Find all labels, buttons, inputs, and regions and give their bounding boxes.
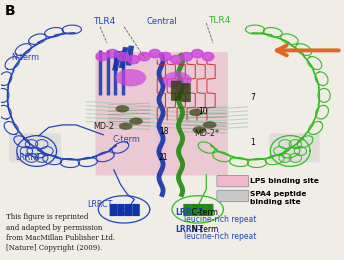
Ellipse shape (116, 105, 129, 113)
Text: 1: 1 (250, 138, 255, 147)
FancyBboxPatch shape (191, 204, 198, 216)
FancyBboxPatch shape (9, 133, 61, 162)
Text: MD-2*: MD-2* (194, 129, 219, 138)
Text: TLR4: TLR4 (208, 16, 230, 25)
FancyBboxPatch shape (117, 204, 125, 216)
FancyBboxPatch shape (181, 83, 191, 102)
Text: Central: Central (146, 17, 177, 26)
Text: LRRCT: LRRCT (87, 200, 112, 209)
Circle shape (181, 52, 193, 61)
FancyBboxPatch shape (132, 204, 140, 216)
Ellipse shape (193, 126, 206, 134)
Text: LRRCT: LRRCT (175, 208, 203, 217)
FancyBboxPatch shape (198, 204, 206, 216)
Text: LPS binding site: LPS binding site (250, 178, 319, 184)
FancyBboxPatch shape (125, 204, 132, 216)
FancyBboxPatch shape (171, 81, 182, 101)
FancyBboxPatch shape (206, 204, 214, 216)
Circle shape (170, 55, 182, 64)
Text: C-term: C-term (112, 135, 140, 144)
FancyBboxPatch shape (157, 52, 228, 175)
Bar (119, 47, 128, 68)
Circle shape (117, 52, 129, 61)
Circle shape (149, 49, 161, 58)
Text: LRRNT: LRRNT (15, 153, 41, 162)
Ellipse shape (203, 121, 216, 129)
FancyBboxPatch shape (96, 52, 228, 175)
Ellipse shape (163, 72, 192, 89)
Text: SPA4 peptide
binding site: SPA4 peptide binding site (250, 191, 307, 205)
Circle shape (96, 52, 108, 61)
Text: 7: 7 (251, 93, 256, 102)
Text: leucine-rich repeat: leucine-rich repeat (184, 215, 256, 224)
Text: This figure is reprinted
and adapted by permission
from MacMillan Publisher Ltd.: This figure is reprinted and adapted by … (6, 213, 115, 252)
Circle shape (128, 55, 139, 64)
FancyBboxPatch shape (217, 175, 249, 187)
Text: LRRNT: LRRNT (175, 225, 204, 234)
Ellipse shape (189, 109, 203, 116)
Text: C-term: C-term (175, 208, 218, 217)
FancyBboxPatch shape (217, 190, 249, 202)
Bar (126, 46, 134, 66)
Circle shape (107, 49, 118, 58)
Text: 21: 21 (159, 153, 169, 162)
Circle shape (202, 52, 214, 61)
Text: 10: 10 (198, 107, 208, 116)
FancyBboxPatch shape (110, 204, 117, 216)
Circle shape (192, 49, 203, 58)
Ellipse shape (129, 118, 143, 125)
FancyBboxPatch shape (269, 133, 320, 162)
Text: N-term: N-term (11, 53, 39, 62)
Text: MD-2: MD-2 (93, 122, 114, 131)
Text: N-term: N-term (175, 225, 219, 234)
FancyBboxPatch shape (183, 204, 191, 216)
Bar (112, 51, 122, 71)
Text: 18: 18 (160, 127, 169, 136)
Text: leucine-rich repeat: leucine-rich repeat (184, 232, 256, 241)
Circle shape (138, 52, 150, 61)
FancyBboxPatch shape (96, 52, 164, 175)
Text: B: B (5, 4, 15, 18)
Ellipse shape (116, 69, 146, 86)
Circle shape (160, 52, 171, 61)
Text: TLR4: TLR4 (93, 17, 116, 26)
Ellipse shape (119, 122, 132, 130)
